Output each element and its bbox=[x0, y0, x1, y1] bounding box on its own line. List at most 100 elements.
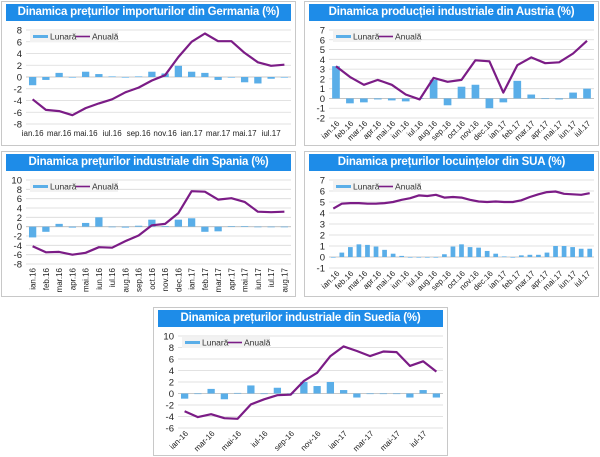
x-tick-label: mai-16 bbox=[219, 429, 243, 453]
y-tick-label: 6 bbox=[17, 194, 22, 205]
bar-lunara bbox=[254, 226, 262, 228]
y-tick-label: -2 bbox=[14, 84, 22, 95]
y-tick-label: 4 bbox=[169, 366, 174, 377]
y-tick-label: 3 bbox=[320, 220, 325, 231]
x-tick-label: mar.17 bbox=[214, 267, 223, 292]
x-tick-label: sep.16 bbox=[127, 129, 152, 138]
bar-lunara bbox=[432, 393, 441, 398]
bar-lunara bbox=[81, 71, 90, 77]
x-tick-label: iul.17 bbox=[267, 267, 276, 287]
bar-lunara bbox=[214, 77, 222, 80]
legend-box bbox=[333, 181, 421, 192]
bar-lunara bbox=[392, 393, 401, 395]
bar-lunara bbox=[180, 393, 189, 399]
x-tick-label: iun.16 bbox=[95, 267, 104, 289]
x-tick-label: iul-17 bbox=[408, 429, 429, 450]
y-tick-label: 1 bbox=[320, 242, 325, 253]
chart-title: Dinamica prețurilor industriale din Span… bbox=[6, 154, 291, 171]
bar-lunara bbox=[373, 98, 382, 100]
bar-lunara bbox=[227, 77, 236, 78]
bar-lunara bbox=[406, 393, 414, 398]
bar-lunara bbox=[387, 98, 396, 101]
y-tick-label: 8 bbox=[17, 26, 22, 37]
x-tick-label: iul.17 bbox=[573, 269, 593, 289]
y-tick-label: 5 bbox=[320, 198, 325, 209]
bar-lunara bbox=[108, 226, 116, 228]
legend-label-anuala: Anuală bbox=[395, 182, 422, 192]
bar-lunara bbox=[81, 222, 90, 227]
x-tick-label: mar.16 bbox=[47, 129, 72, 138]
legend-label-lunara: Lunară bbox=[353, 32, 380, 42]
bar-lunara bbox=[382, 249, 387, 257]
y-tick-label: 6 bbox=[17, 37, 22, 48]
x-tick-label: mar.16 bbox=[55, 267, 64, 292]
x-tick-label: iul-16 bbox=[249, 429, 270, 450]
bar-lunara bbox=[148, 219, 156, 227]
chart-title: Dinamica prețurilor locuințelor din SUA … bbox=[309, 154, 594, 171]
bar-lunara bbox=[55, 72, 63, 77]
bar-lunara bbox=[518, 255, 524, 257]
legend-box bbox=[30, 31, 118, 42]
line-anuala bbox=[332, 190, 590, 210]
bar-lunara bbox=[134, 76, 143, 78]
bar-lunara bbox=[407, 257, 413, 258]
legend-label-anuala: Anuală bbox=[92, 32, 119, 42]
bar-lunara bbox=[240, 226, 249, 227]
bar-lunara bbox=[28, 226, 37, 238]
x-tick-label: apr.17 bbox=[227, 267, 236, 290]
line-anuala bbox=[32, 190, 285, 256]
y-tick-label: 7 bbox=[320, 176, 325, 187]
bar-lunara bbox=[390, 253, 396, 257]
x-tick-label: mar.17 bbox=[206, 129, 231, 138]
bar-lunara bbox=[555, 98, 563, 100]
chart-usa: -101234567ian.16feb.16mar.16apr.16mai.16… bbox=[317, 176, 594, 293]
y-tick-label: -1 bbox=[317, 264, 325, 275]
x-tick-label: sep.16 bbox=[135, 267, 144, 292]
y-tick-label: -4 bbox=[166, 412, 174, 423]
bar-lunara bbox=[108, 76, 116, 78]
x-tick-label: mai.17 bbox=[241, 267, 250, 292]
y-tick-label: -6 bbox=[166, 424, 174, 435]
bar-lunara bbox=[399, 255, 405, 257]
bar-lunara bbox=[527, 94, 536, 99]
bar-lunara bbox=[227, 226, 236, 227]
chart-title: Dinamica prețurilor industriale din Sued… bbox=[158, 310, 443, 327]
x-tick-label: oct.16 bbox=[148, 267, 157, 289]
y-tick-label: 4 bbox=[320, 209, 325, 220]
x-tick-label: feb.16 bbox=[42, 267, 51, 290]
bar-lunara bbox=[68, 226, 77, 228]
bar-lunara bbox=[450, 246, 456, 257]
bar-lunara bbox=[484, 250, 490, 257]
x-tick-label: mar-16 bbox=[192, 429, 217, 454]
bar-lunara bbox=[419, 390, 427, 394]
bar-lunara bbox=[416, 257, 422, 258]
bar-lunara bbox=[485, 98, 494, 109]
bar-lunara bbox=[313, 386, 321, 394]
x-tick-label: mar-17 bbox=[351, 429, 376, 454]
bar-lunara bbox=[569, 92, 577, 99]
y-tick-label: 0 bbox=[320, 94, 325, 105]
y-tick-label: -1 bbox=[317, 104, 325, 115]
x-tick-label: ian.17 bbox=[181, 129, 203, 138]
x-tick-label: dec.16 bbox=[174, 267, 183, 292]
y-tick-label: 0 bbox=[169, 389, 174, 400]
y-tick-label: -4 bbox=[14, 241, 22, 252]
bar-lunara bbox=[330, 257, 336, 258]
y-tick-label: -4 bbox=[14, 96, 22, 107]
bar-lunara bbox=[366, 393, 374, 395]
legend-label-anuala: Anuală bbox=[244, 338, 271, 348]
x-tick-label: ian.16 bbox=[22, 129, 44, 138]
bar-lunara bbox=[578, 248, 584, 257]
y-tick-label: 6 bbox=[320, 35, 325, 46]
x-tick-label: ian.17 bbox=[188, 267, 197, 289]
bar-lunara bbox=[339, 252, 345, 257]
x-tick-label: iul.17 bbox=[262, 129, 282, 138]
chart-panel-austria: Dinamica producției industriale din Aust… bbox=[304, 1, 599, 146]
y-tick-label: -2 bbox=[166, 401, 174, 412]
y-tick-label: -2 bbox=[14, 232, 22, 243]
bar-lunara bbox=[541, 98, 550, 100]
bar-lunara bbox=[260, 393, 268, 395]
